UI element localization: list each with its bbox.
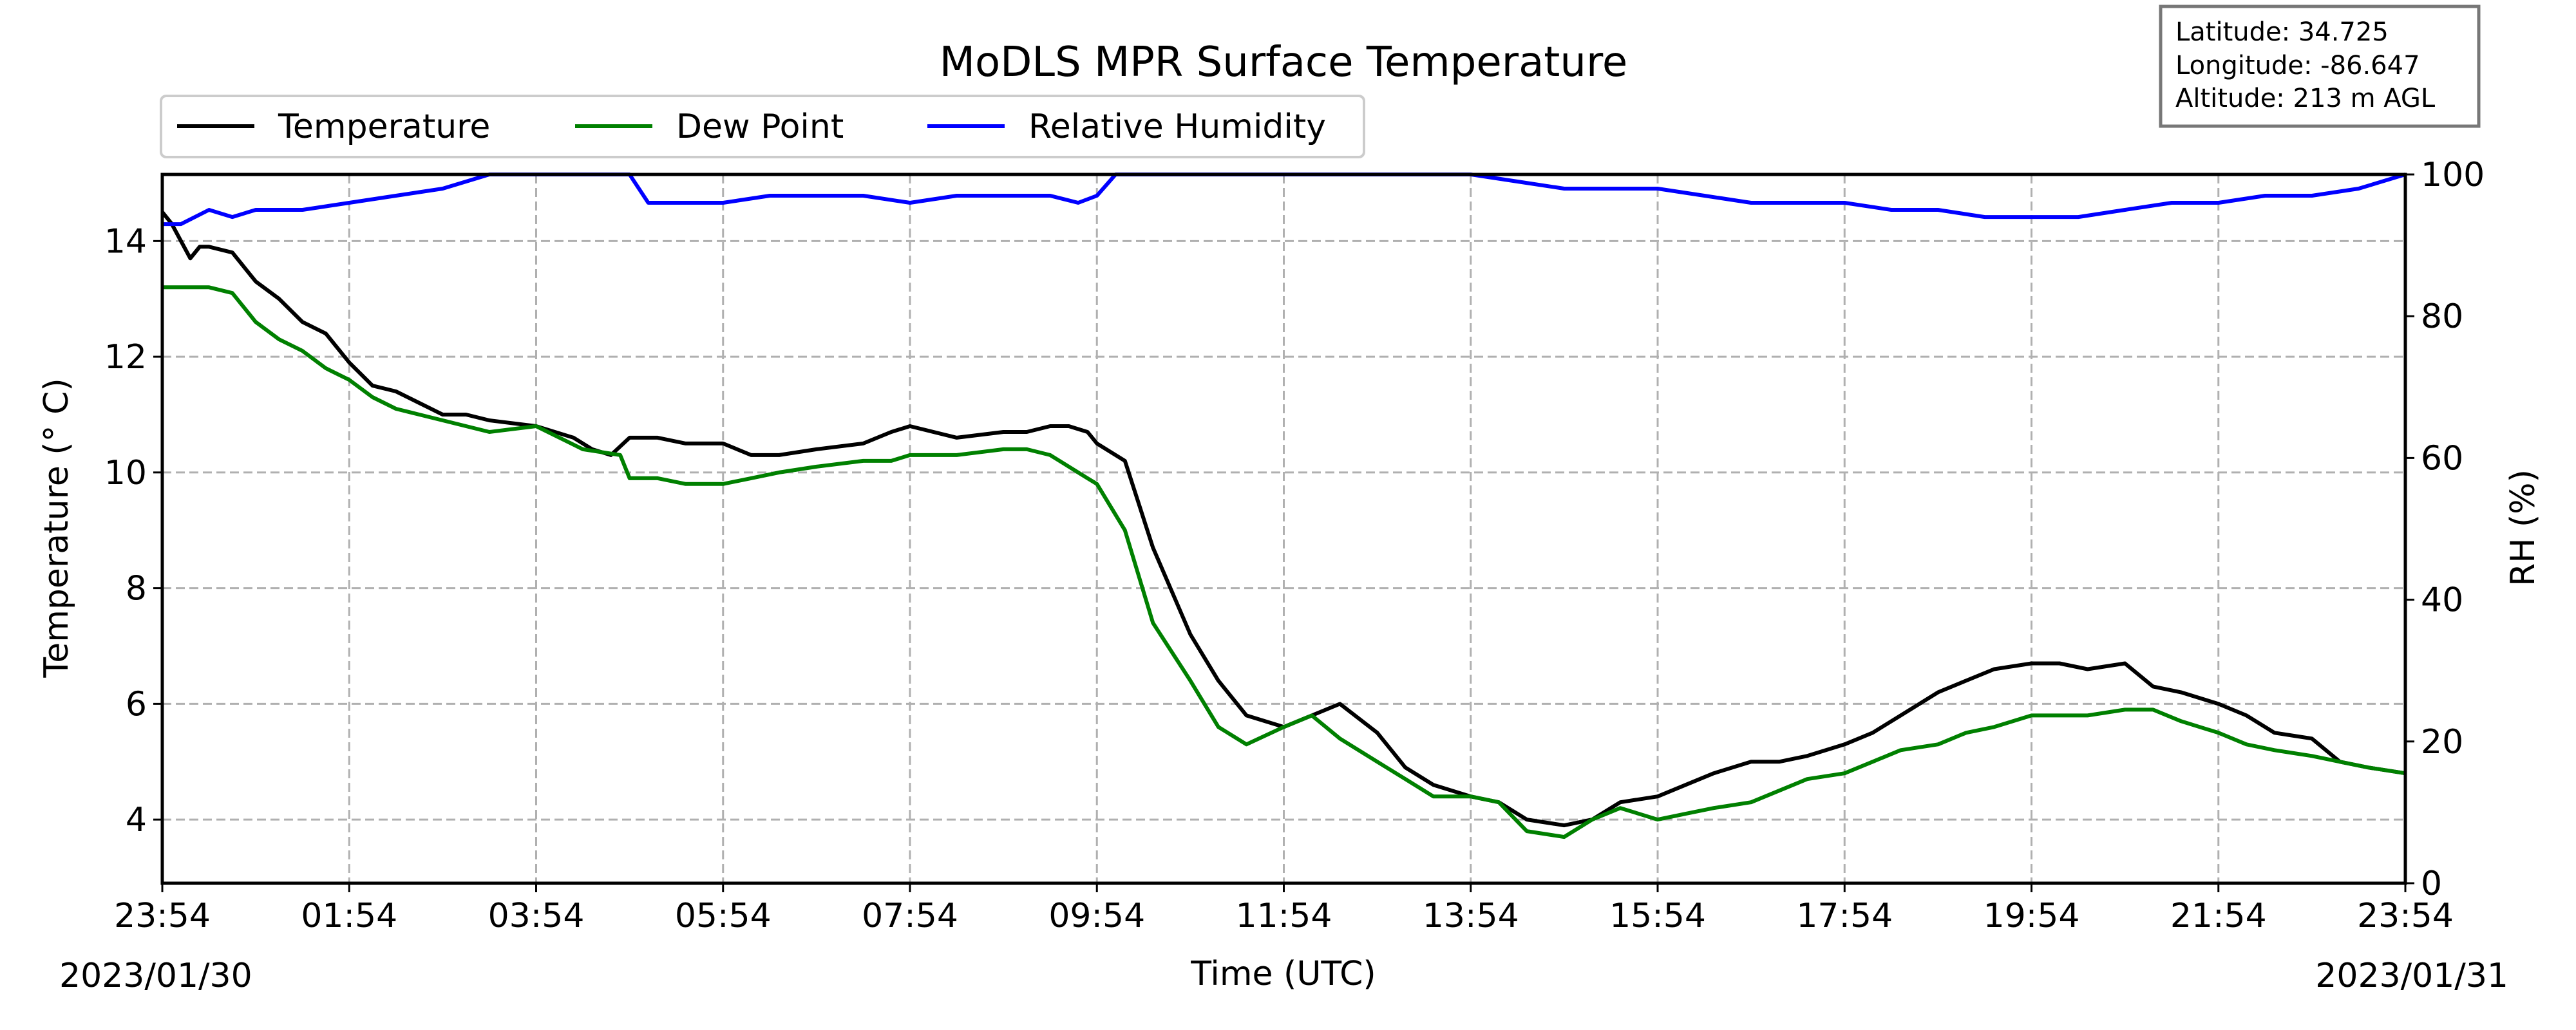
x-tick-label: 23:54	[114, 897, 211, 935]
x-tick-label: 21:54	[2170, 897, 2267, 935]
legend-label-temperature: Temperature	[278, 108, 490, 146]
x-axis-label: Time (UTC)	[1190, 955, 1376, 993]
altitude-text: Altitude: 213 m AGL	[2175, 84, 2436, 113]
x-tick-label: 13:54	[1423, 897, 1519, 935]
ticks: 23:54 01:54 03:54 05:54 07:54 09:54 11:54 13:54…	[104, 156, 2485, 935]
x-tick-label: 23:54	[2357, 897, 2454, 935]
y-axis-label-left: Temperature (° C)	[37, 378, 76, 678]
x-tick-label: 11:54	[1236, 897, 1332, 935]
legend: Temperature Dew Point Relative Humidity	[160, 95, 1365, 158]
x-tick-label: 01:54	[301, 897, 397, 935]
y-tick-label-right: 100	[2421, 156, 2485, 194]
grid	[162, 174, 2405, 883]
y-tick-label-right: 0	[2421, 865, 2442, 903]
y-tick-label-left: 8	[126, 570, 147, 608]
y-axis-label-right: RH (%)	[2504, 469, 2543, 586]
y-tick-label-left: 4	[126, 801, 147, 839]
location-info-box: Latitude: 34.725 Longitude: -86.647 Alti…	[2159, 5, 2481, 128]
latitude-text: Latitude: 34.725	[2175, 17, 2389, 47]
y-tick-label-left: 14	[104, 222, 147, 261]
x-tick-label: 19:54	[1984, 897, 2080, 935]
y-tick-label-right: 20	[2421, 723, 2463, 762]
start-date-label: 2023/01/30	[59, 957, 252, 995]
x-tick-label: 03:54	[488, 897, 585, 935]
longitude-text: Longitude: -86.647	[2175, 51, 2420, 80]
y-tick-label-left: 6	[126, 685, 147, 724]
y-tick-label-left: 12	[104, 338, 147, 377]
y-tick-label-left: 10	[104, 454, 147, 492]
temperature-line	[160, 211, 2406, 828]
end-date-label: 2023/01/31	[2315, 957, 2508, 995]
x-tick-label: 15:54	[1609, 897, 1706, 935]
legend-box	[160, 95, 1365, 158]
y-tick-label-right: 60	[2421, 439, 2463, 478]
x-tick-label: 17:54	[1796, 897, 1893, 935]
info-box-frame	[2159, 5, 2481, 128]
x-tick-label: 05:54	[675, 897, 772, 935]
legend-label-dew-point: Dew Point	[676, 108, 844, 146]
chart-title: MoDLS MPR Surface Temperature	[940, 39, 1627, 86]
y-tick-label-right: 80	[2421, 297, 2463, 336]
y-tick-label-right: 40	[2421, 581, 2463, 620]
x-tick-label: 09:54	[1048, 897, 1145, 935]
dew-point-line	[162, 285, 2406, 839]
x-tick-label: 07:54	[862, 897, 958, 935]
legend-label-relative-humidity: Relative Humidity	[1028, 108, 1326, 146]
